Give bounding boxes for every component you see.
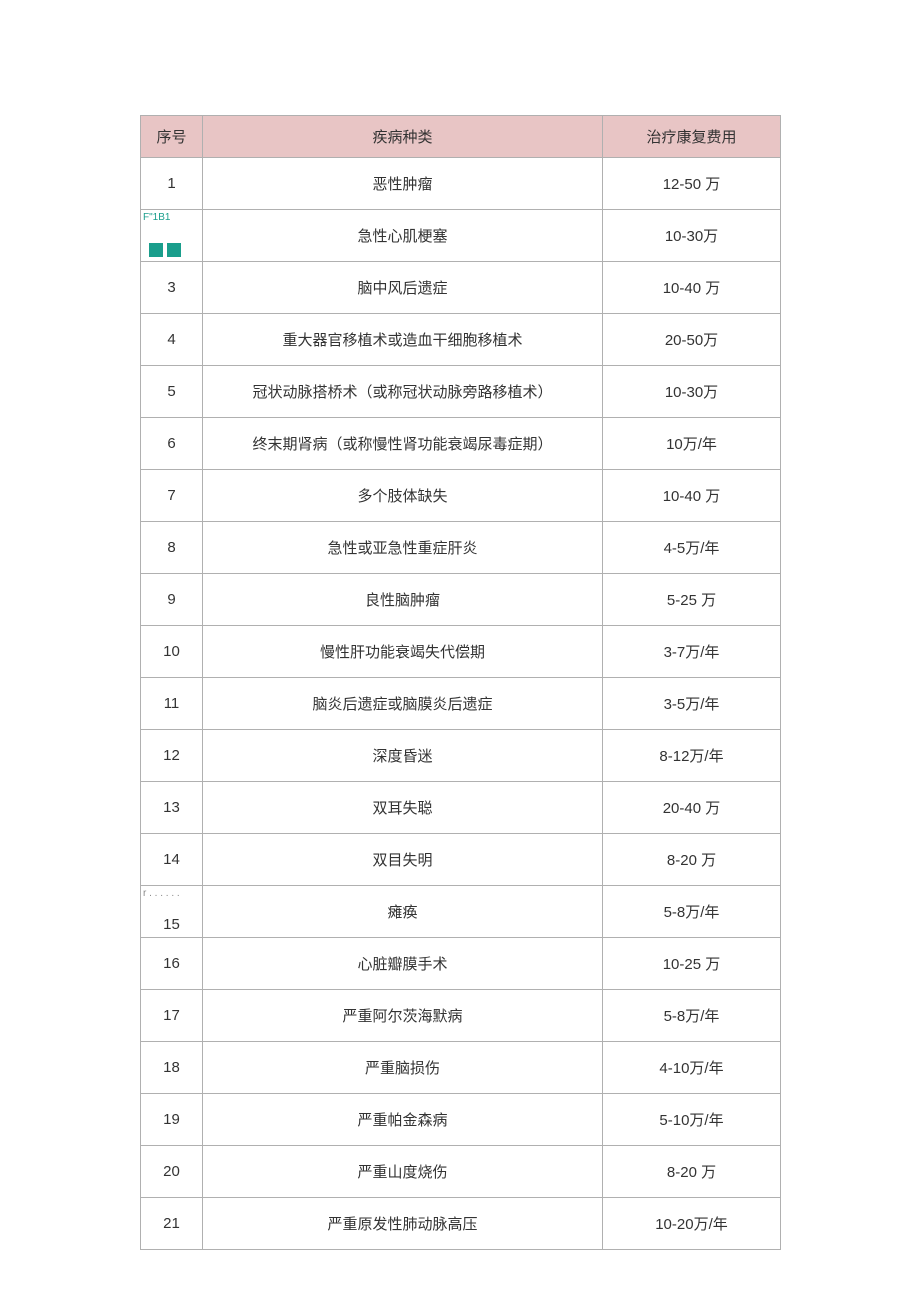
cell-cost: 10万/年 [603,418,781,470]
table-row: 16心脏瓣膜手术10-25 万 [141,938,781,990]
cell-disease: 瘫痪 [203,886,603,938]
cell-num: 19 [141,1094,203,1146]
cell-disease: 深度昏迷 [203,730,603,782]
artifact-blocks [149,243,181,257]
table-row: 6终末期肾病（或称慢性肾功能衰竭尿毒症期）10万/年 [141,418,781,470]
cell-disease: 良性脑肿瘤 [203,574,603,626]
table-row: 11脑炎后遗症或脑膜炎后遗症3-5万/年 [141,678,781,730]
cell-num: 3 [141,262,203,314]
cell-disease: 脑炎后遗症或脑膜炎后遗症 [203,678,603,730]
cell-cost: 3-5万/年 [603,678,781,730]
cell-num: 5 [141,366,203,418]
table-row: 21严重原发性肺动脉高压10-20万/年 [141,1198,781,1250]
cell-num: F"1B1 [141,210,203,262]
table-row: 14双目失明8-20 万 [141,834,781,886]
table-row: 7多个肢体缺失10-40 万 [141,470,781,522]
cell-cost: 8-20 万 [603,1146,781,1198]
cell-cost: 10-20万/年 [603,1198,781,1250]
cell-num: 11 [141,678,203,730]
cell-disease: 脑中风后遗症 [203,262,603,314]
cell-num: 21 [141,1198,203,1250]
cell-disease: 严重山度烧伤 [203,1146,603,1198]
table-row: 17严重阿尔茨海默病5-8万/年 [141,990,781,1042]
cell-cost: 20-50万 [603,314,781,366]
cell-disease: 严重帕金森病 [203,1094,603,1146]
header-num: 序号 [141,116,203,158]
table-row: 4重大器官移植术或造血干细胞移植术20-50万 [141,314,781,366]
cell-num: 18 [141,1042,203,1094]
table-row: r . . . . . . 15 瘫痪5-8万/年 [141,886,781,938]
cell-cost: 4-5万/年 [603,522,781,574]
cell-disease: 恶性肿瘤 [203,158,603,210]
cell-disease: 终末期肾病（或称慢性肾功能衰竭尿毒症期） [203,418,603,470]
cell-cost: 5-25 万 [603,574,781,626]
cell-cost: 8-12万/年 [603,730,781,782]
cell-disease: 心脏瓣膜手术 [203,938,603,990]
cell-num: 1 [141,158,203,210]
cell-num: 12 [141,730,203,782]
cell-num: 14 [141,834,203,886]
cell-disease: 急性心肌梗塞 [203,210,603,262]
cell-cost: 3-7万/年 [603,626,781,678]
table-row: 13双耳失聪20-40 万 [141,782,781,834]
cell-cost: 5-8万/年 [603,886,781,938]
cell-cost: 5-10万/年 [603,1094,781,1146]
cell-num: r . . . . . . 15 [141,886,203,938]
cell-cost: 20-40 万 [603,782,781,834]
table-row: 10慢性肝功能衰竭失代偿期3-7万/年 [141,626,781,678]
disease-cost-table: 序号 疾病种类 治疗康复费用 1恶性肿瘤12-50 万F"1B1急性心肌梗塞10… [140,115,781,1250]
cell-num: 8 [141,522,203,574]
cell-disease: 严重阿尔茨海默病 [203,990,603,1042]
cell-disease: 严重原发性肺动脉高压 [203,1198,603,1250]
cell-cost: 10-40 万 [603,262,781,314]
cell-num: 10 [141,626,203,678]
table-row: 5冠状动脉搭桥术（或称冠状动脉旁路移植术）10-30万 [141,366,781,418]
table-row: 8急性或亚急性重症肝炎4-5万/年 [141,522,781,574]
cell-disease: 急性或亚急性重症肝炎 [203,522,603,574]
cell-cost: 10-40 万 [603,470,781,522]
cell-disease: 重大器官移植术或造血干细胞移植术 [203,314,603,366]
cell-num: 17 [141,990,203,1042]
artifact-text: F"1B1 [143,212,170,223]
cell-num: 6 [141,418,203,470]
cell-num: 7 [141,470,203,522]
table-row: 18严重脑损伤4-10万/年 [141,1042,781,1094]
cell-disease: 多个肢体缺失 [203,470,603,522]
cell-disease: 慢性肝功能衰竭失代偿期 [203,626,603,678]
table-row: F"1B1 急性心肌梗塞10-30万 [141,210,781,262]
table-header-row: 序号 疾病种类 治疗康复费用 [141,116,781,158]
cell-cost: 4-10万/年 [603,1042,781,1094]
table-row: 9良性脑肿瘤5-25 万 [141,574,781,626]
cell-cost: 10-25 万 [603,938,781,990]
header-disease: 疾病种类 [203,116,603,158]
cell-disease: 双耳失聪 [203,782,603,834]
artifact-text: r . . . . . . [143,888,180,899]
cell-cost: 10-30万 [603,210,781,262]
table-row: 3脑中风后遗症10-40 万 [141,262,781,314]
table-row: 1恶性肿瘤12-50 万 [141,158,781,210]
table-row: 19严重帕金森病5-10万/年 [141,1094,781,1146]
cell-cost: 12-50 万 [603,158,781,210]
cell-num: 4 [141,314,203,366]
cell-cost: 8-20 万 [603,834,781,886]
cell-cost: 10-30万 [603,366,781,418]
cell-disease: 冠状动脉搭桥术（或称冠状动脉旁路移植术） [203,366,603,418]
cell-disease: 严重脑损伤 [203,1042,603,1094]
cell-disease: 双目失明 [203,834,603,886]
cell-num: 16 [141,938,203,990]
cell-num: 9 [141,574,203,626]
cell-num: 20 [141,1146,203,1198]
cell-cost: 5-8万/年 [603,990,781,1042]
cell-num-value: 15 [163,916,180,933]
header-cost: 治疗康复费用 [603,116,781,158]
table-row: 12深度昏迷8-12万/年 [141,730,781,782]
table-row: 20严重山度烧伤8-20 万 [141,1146,781,1198]
cell-num: 13 [141,782,203,834]
